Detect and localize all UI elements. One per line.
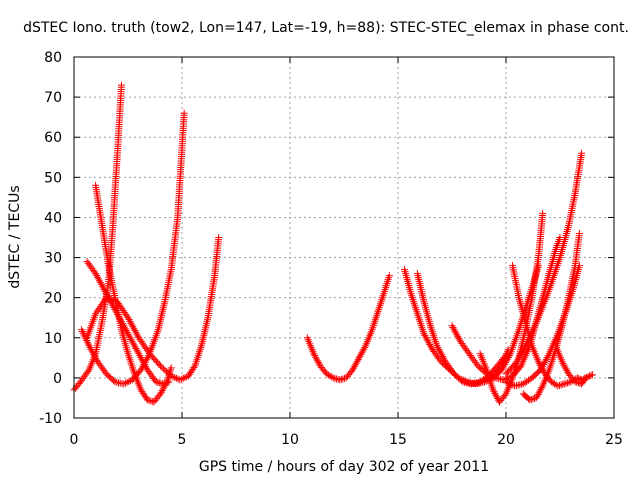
- x-tick-label: 15: [389, 432, 407, 448]
- y-axis-label: dSTEC / TECUs: [7, 185, 23, 288]
- y-tick-label: 20: [44, 291, 62, 307]
- y-tick-label: 70: [44, 90, 62, 106]
- data-markers: [70, 81, 596, 406]
- x-axis-label: GPS time / hours of day 302 of year 2011: [199, 459, 489, 475]
- x-tick-label: 5: [178, 432, 187, 448]
- series-pass-6: [303, 272, 393, 384]
- y-tick-label: 50: [44, 170, 62, 186]
- data-point-markers: [509, 262, 596, 390]
- y-tick-label: 40: [44, 210, 62, 226]
- y-tick-label: 0: [53, 371, 62, 387]
- series-pass-4: [92, 181, 175, 406]
- plot-frame: [73, 56, 615, 419]
- y-tick-label: 60: [44, 130, 62, 146]
- series-pass-8: [413, 270, 508, 388]
- series-pass-5: [83, 234, 223, 384]
- data-point-markers: [413, 270, 508, 388]
- data-point-markers: [303, 272, 393, 384]
- y-tick-label: 10: [44, 331, 62, 347]
- y-tick-label: 30: [44, 251, 62, 267]
- x-tick-label: 0: [70, 432, 79, 448]
- data-point-markers: [502, 149, 586, 378]
- data-point-markers: [480, 262, 542, 386]
- axis-ticks: 0 5 10 15 20 25 -10 0 10 20 30 40 50 60 70 80: [39, 50, 623, 448]
- series-pass-16: [502, 262, 583, 390]
- data-point-markers: [502, 262, 583, 390]
- chart-title: dSTEC Iono. truth (tow2, Lon=147, Lat=-1…: [23, 20, 629, 36]
- data-point-markers: [83, 234, 223, 384]
- x-tick-label: 10: [281, 432, 299, 448]
- y-tick-label: 80: [44, 50, 62, 66]
- series-pass-13: [502, 149, 586, 378]
- x-tick-label: 25: [605, 432, 623, 448]
- data-point-markers: [92, 181, 175, 406]
- x-tick-label: 20: [497, 432, 515, 448]
- series-pass-14: [509, 262, 596, 390]
- y-tick-label: -10: [39, 411, 62, 427]
- series-pass-11: [480, 262, 542, 386]
